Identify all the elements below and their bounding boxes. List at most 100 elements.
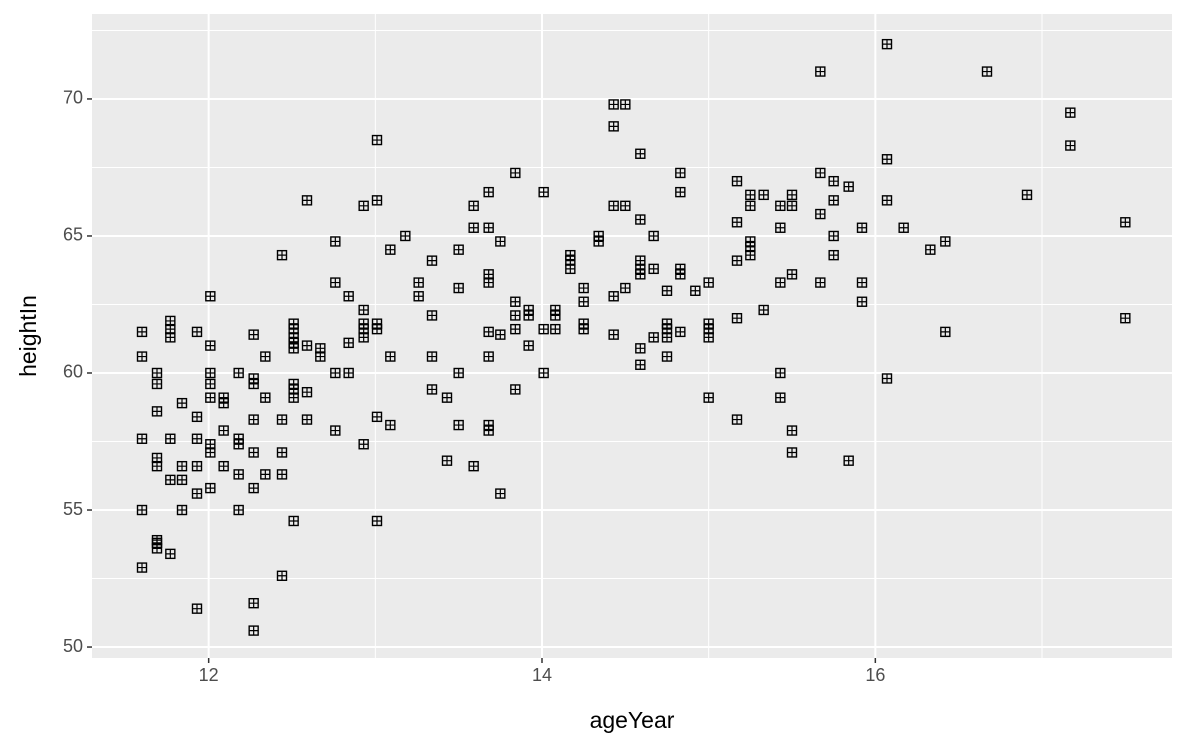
point-cross [609,330,619,340]
point [940,236,951,247]
point [165,332,176,343]
point [550,310,561,321]
point-cross [1120,313,1130,323]
point [218,425,229,436]
point-cross [524,341,534,351]
point [358,200,369,212]
point-cross [249,415,259,425]
point [538,367,549,379]
point-cross [484,278,494,288]
point [136,562,148,573]
point-cross [675,327,685,337]
point [510,167,521,179]
point-cross [192,461,202,471]
point [426,255,438,266]
point [371,134,383,146]
point [786,189,798,201]
point [176,504,188,516]
point [510,296,521,307]
point-cross [330,426,340,436]
point [165,474,176,486]
y-axis-title: heightIn [15,295,41,377]
point-cross [745,242,755,252]
point [648,332,659,343]
point-cross [205,447,215,457]
point-cross [539,368,549,378]
point [925,244,936,255]
point [1065,107,1076,118]
point-cross [857,223,867,233]
point-cross [192,604,202,614]
point [191,603,203,614]
point [218,460,229,472]
point-cross [882,39,892,49]
point [828,195,839,206]
point-cross [277,415,287,425]
point-cross [940,236,950,246]
point [731,414,743,425]
point [176,397,188,409]
point [608,200,619,212]
point-cross [249,330,259,340]
point-cross [609,291,619,301]
point-cross [359,324,369,334]
point [550,323,561,335]
point [786,200,798,212]
point-cross [484,269,494,279]
point [703,392,714,403]
point-cross [620,201,630,211]
point-cross [234,505,244,515]
point-cross [815,278,825,288]
point [468,460,479,472]
plot-layer: 12 14 16 50 55 60 65 70 [41,14,1172,685]
point [815,167,826,179]
point-cross [882,373,892,383]
point-cross [137,563,147,573]
point [881,373,893,384]
point-cross [469,201,479,211]
point-cross [1120,217,1130,227]
point [608,291,619,302]
point-cross [704,332,714,342]
point-cross [829,176,839,186]
point [233,504,244,516]
point [523,340,534,351]
point-cross [205,379,215,389]
point-cross [759,190,769,200]
x-axis-title: ageYear [590,707,675,733]
point [276,570,288,581]
point-cross [484,327,494,337]
point-cross [177,475,187,485]
point [218,397,229,409]
point [151,537,163,549]
point-cross [359,305,369,315]
point [703,332,714,343]
point-cross [620,283,630,293]
point-cross [219,398,229,408]
point-cross [787,426,797,436]
point-cross [372,516,382,526]
point-cross [289,343,299,353]
point-cross [539,324,549,334]
x-tick-label: 16 [865,665,885,685]
point [510,310,521,321]
point-cross [857,297,867,307]
point [786,269,798,280]
point [413,277,424,288]
point [578,323,589,335]
point-cross [775,368,785,378]
point-cross [260,352,270,362]
point [176,474,188,486]
point-cross [454,245,464,255]
point-cross [609,201,619,211]
point [608,329,619,340]
point [441,455,453,466]
point [538,323,549,335]
point [315,351,326,362]
point-cross [787,447,797,457]
point [371,515,383,527]
point [453,244,464,255]
point [675,269,686,280]
point [151,460,163,472]
